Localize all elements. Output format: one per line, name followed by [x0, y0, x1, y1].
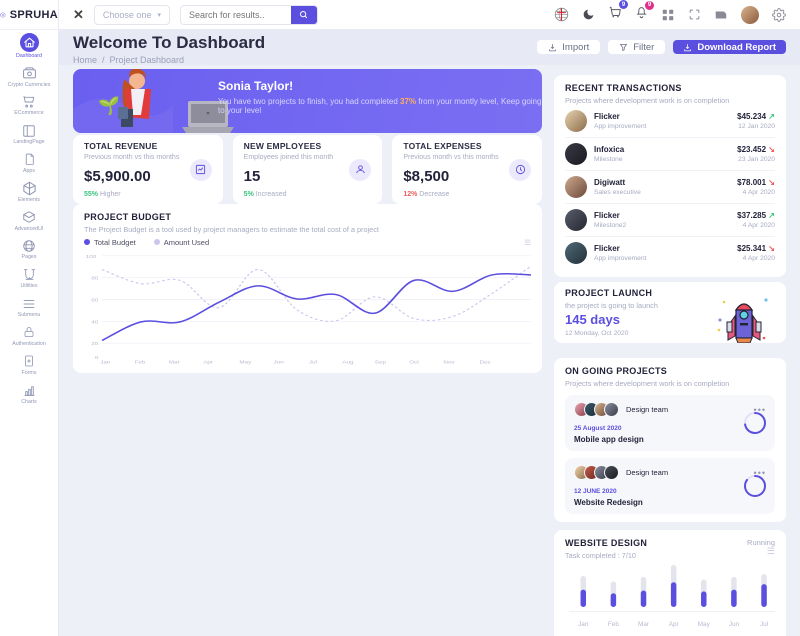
svg-text:Oct: Oct — [409, 360, 419, 365]
svg-text:Apr: Apr — [669, 621, 680, 628]
svg-text:Jun: Jun — [729, 621, 740, 628]
svg-text:20: 20 — [91, 342, 98, 347]
svg-text:Dec: Dec — [480, 360, 491, 365]
svg-text:Jul: Jul — [760, 621, 768, 628]
svg-text:Jul: Jul — [309, 360, 317, 365]
svg-text:May: May — [239, 360, 251, 365]
svg-text:Feb: Feb — [135, 360, 146, 365]
svg-text:Mar: Mar — [638, 621, 650, 628]
svg-text:May: May — [698, 621, 711, 628]
svg-text:Sep: Sep — [375, 360, 386, 365]
svg-text:60: 60 — [91, 298, 98, 303]
svg-text:Aug: Aug — [342, 360, 353, 365]
svg-text:Jun: Jun — [274, 360, 284, 365]
svg-text:Feb: Feb — [608, 621, 619, 628]
svg-text:Jan: Jan — [578, 621, 589, 628]
svg-text:Apr: Apr — [203, 360, 213, 365]
svg-text:Nov: Nov — [443, 360, 454, 365]
svg-text:Mar: Mar — [169, 360, 180, 365]
svg-text:Jan: Jan — [100, 360, 110, 365]
svg-text:40: 40 — [91, 320, 98, 325]
svg-text:80: 80 — [91, 276, 98, 281]
svg-text:0: 0 — [95, 355, 99, 360]
svg-text:100: 100 — [86, 254, 97, 259]
